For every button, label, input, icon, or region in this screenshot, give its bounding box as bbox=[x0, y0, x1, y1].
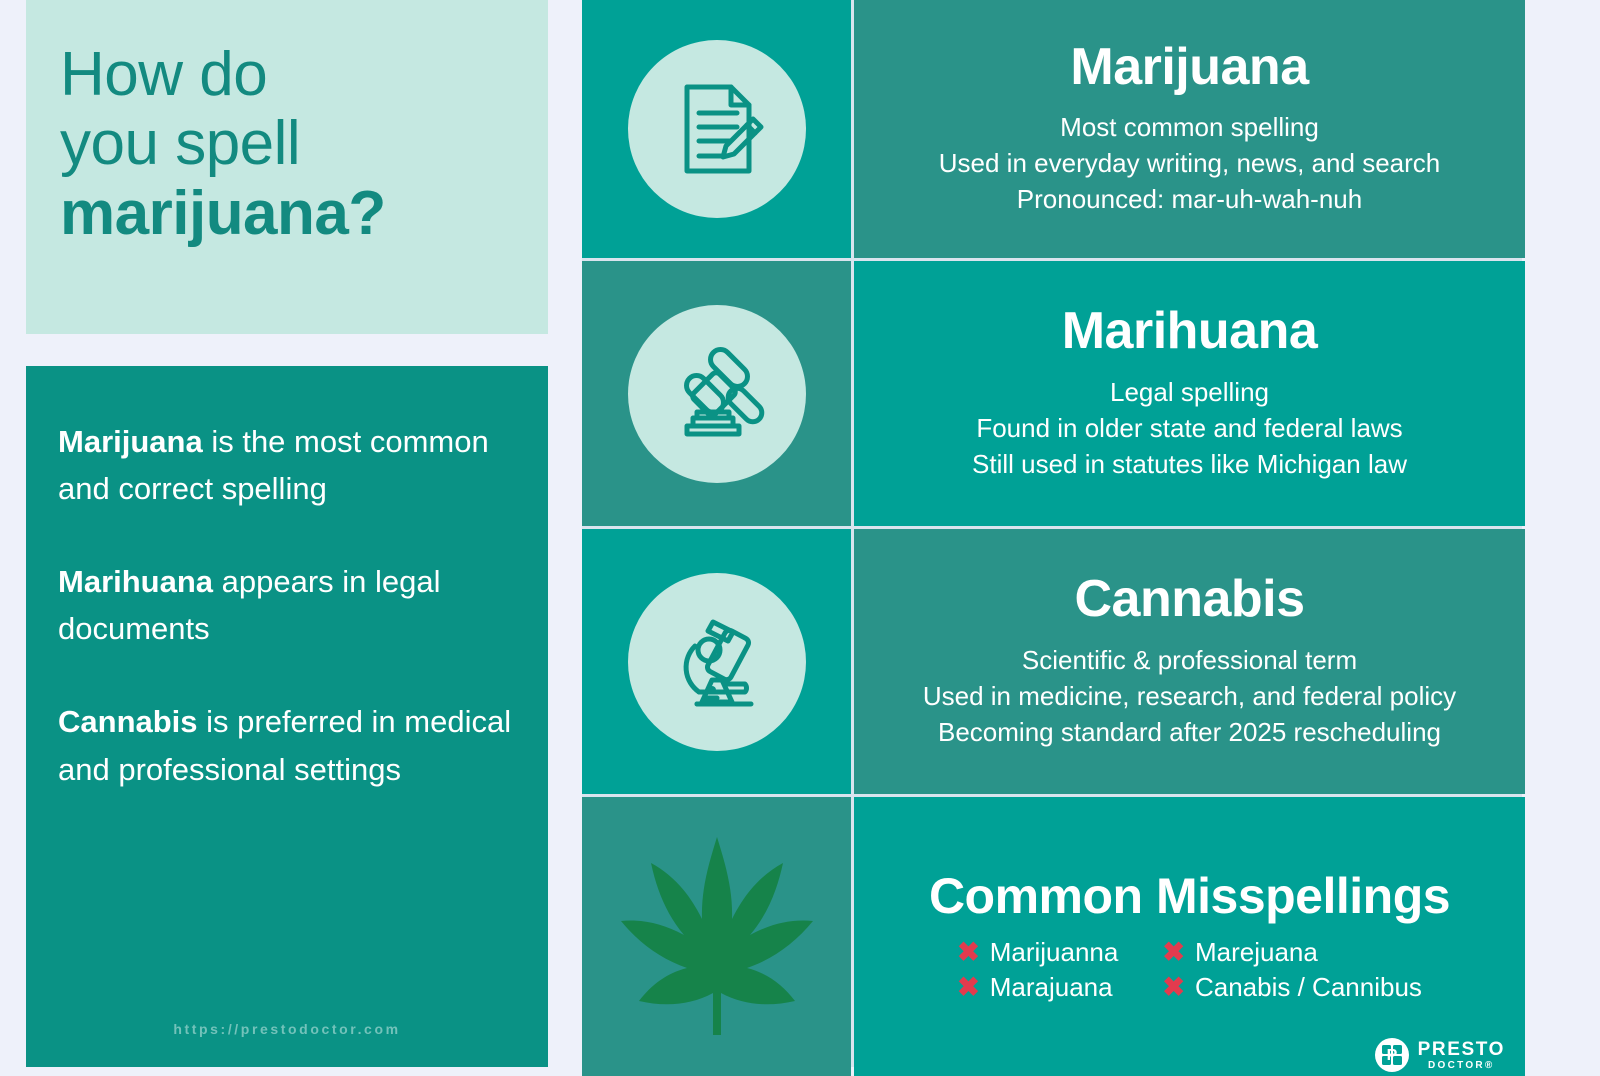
misspelling-item: ✖ Marejuana bbox=[1162, 937, 1422, 968]
fact-term: Marijuana bbox=[58, 424, 203, 459]
fact-item: Cannabis is preferred in medical and pro… bbox=[58, 698, 516, 792]
term-detail: Found in older state and federal laws bbox=[976, 412, 1403, 443]
misspelling-item: ✖ Marijuanna bbox=[957, 937, 1118, 968]
brand-wordmark: PRESTO DOCTOR® bbox=[1418, 1040, 1505, 1071]
term-detail: Scientific & professional term bbox=[1021, 644, 1358, 675]
fact-body: appears in legal documents bbox=[58, 564, 441, 647]
row-1-icon-cell bbox=[582, 0, 851, 258]
key-facts-card: Marijuana is the most common and correct… bbox=[26, 366, 548, 1067]
fact-term: Cannabis bbox=[58, 704, 198, 740]
fact-term: Marihuana bbox=[58, 564, 214, 600]
presto-mark-icon: P bbox=[1374, 1038, 1409, 1072]
term-detail: Still used in statutes like Michigan law bbox=[972, 448, 1407, 479]
fact-item: Marihuana appears in legal documents bbox=[58, 558, 516, 652]
x-mark-icon: ✖ bbox=[1162, 936, 1185, 967]
title-card: How do you spell marijuana? bbox=[26, 0, 548, 334]
left-column: How do you spell marijuana? Marijuana is… bbox=[26, 0, 548, 1067]
row-4-text-cell: Common Misspellings ✖ Marijuanna ✖ Marej… bbox=[854, 797, 1525, 1076]
x-mark-icon: ✖ bbox=[957, 971, 980, 1002]
term-detail: Becoming standard after 2025 reschedulin… bbox=[938, 716, 1441, 747]
row-3-text-cell: Cannabis Scientific & professional term … bbox=[854, 529, 1525, 794]
misspelling-item: ✖ Marajuana bbox=[957, 972, 1118, 1003]
title-line-2: you spell bbox=[60, 109, 301, 179]
row-3-icon-cell bbox=[582, 529, 851, 794]
site-url[interactable]: https://prestodoctor.com bbox=[173, 1021, 401, 1037]
x-mark-icon: ✖ bbox=[957, 936, 980, 967]
term-detail: Used in medicine, research, and federal … bbox=[922, 680, 1457, 711]
misspelling-label: Marijuanna bbox=[989, 936, 1119, 967]
fact-body: is the most common and correct spelling bbox=[58, 424, 489, 507]
page-title: How do you spell marijuana? bbox=[60, 40, 514, 248]
term-detail: Pronounced: mar-uh-wah-nuh bbox=[1016, 184, 1363, 215]
brand-subname: DOCTOR® bbox=[1427, 1059, 1495, 1071]
misspelling-item: ✖ Canabis / Cannibus bbox=[1162, 972, 1422, 1003]
fact-body: is preferred in medical and professional… bbox=[58, 704, 512, 787]
misspellings-title: Common Misspellings bbox=[928, 867, 1451, 924]
spelling-grid: Marijuana Most common spelling Used in e… bbox=[582, 0, 1525, 1076]
brand-name: PRESTO bbox=[1417, 1038, 1505, 1060]
gavel-icon bbox=[627, 304, 806, 483]
row-4-icon-cell bbox=[582, 797, 851, 1076]
svg-text:P: P bbox=[1386, 1047, 1397, 1064]
cannabis-leaf-icon bbox=[582, 797, 851, 1076]
microscope-icon bbox=[627, 572, 806, 751]
term-title: Marijuana bbox=[1070, 37, 1309, 96]
presto-doctor-logo[interactable]: P PRESTO DOCTOR® bbox=[1374, 1038, 1505, 1072]
term-detail: Legal spelling bbox=[1109, 376, 1269, 407]
term-detail: Most common spelling bbox=[1060, 112, 1319, 143]
term-detail: Used in everyday writing, news, and sear… bbox=[938, 148, 1441, 179]
row-2-icon-cell bbox=[582, 261, 851, 526]
term-title: Cannabis bbox=[1074, 570, 1305, 629]
misspelling-label: Marajuana bbox=[989, 971, 1113, 1002]
title-line-3: marijuana? bbox=[60, 178, 386, 248]
misspelling-label: Marejuana bbox=[1194, 936, 1318, 967]
term-title: Marihuana bbox=[1061, 302, 1318, 361]
document-pencil-icon bbox=[627, 40, 806, 218]
title-line-1: How do bbox=[60, 40, 268, 109]
row-2-text-cell: Marihuana Legal spelling Found in older … bbox=[854, 261, 1525, 526]
misspellings-list: ✖ Marijuanna ✖ Marejuana ✖ Marajuana ✖ C… bbox=[957, 937, 1422, 1003]
misspelling-label: Canabis / Cannibus bbox=[1194, 971, 1422, 1002]
fact-item: Marijuana is the most common and correct… bbox=[58, 418, 516, 512]
row-1-text-cell: Marijuana Most common spelling Used in e… bbox=[854, 0, 1525, 258]
x-mark-icon: ✖ bbox=[1162, 971, 1185, 1002]
